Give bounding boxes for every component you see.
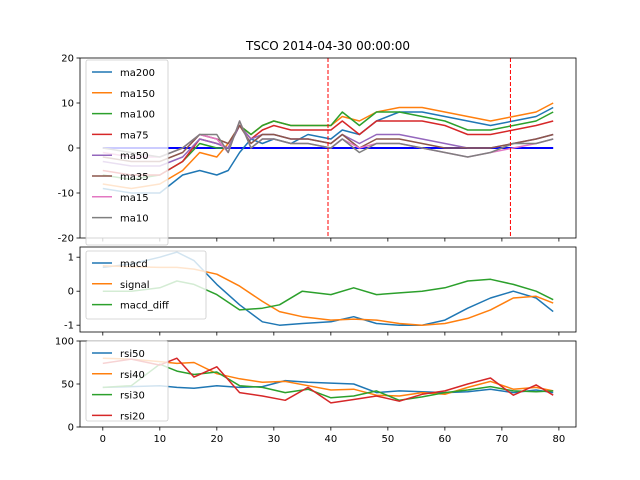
legend-label-rsi40: rsi40 bbox=[120, 370, 145, 381]
x-tick-label: 70 bbox=[496, 434, 509, 445]
series-line-ma100 bbox=[102, 111, 554, 181]
series-line-ma10 bbox=[102, 120, 554, 158]
legend: ma200 ma150 ma100 ma75 ma50 ma35 ma15 ma10 bbox=[85, 59, 169, 246]
x-tick-label: 80 bbox=[553, 434, 566, 445]
x-tick-label: 40 bbox=[324, 434, 337, 445]
y-tick-label: 50 bbox=[61, 380, 74, 391]
legend: rsi50 rsi40 rsi30 rsi20 bbox=[85, 340, 169, 422]
legend-label-ma75: ma75 bbox=[120, 130, 149, 141]
plot-area bbox=[102, 357, 554, 404]
legend-label-macd_diff: macd_diff bbox=[120, 301, 170, 312]
legend-label-rsi30: rsi30 bbox=[120, 391, 145, 402]
plot-area bbox=[102, 102, 554, 194]
x-tick-label: 20 bbox=[210, 434, 223, 445]
legend-label-ma35: ma35 bbox=[120, 172, 149, 183]
y-tick-label: -20 bbox=[58, 234, 74, 245]
y-tick-label: 10 bbox=[61, 99, 74, 110]
y-tick-label: 0 bbox=[68, 144, 74, 155]
legend-label-ma10: ma10 bbox=[120, 214, 149, 225]
x-tick-label: 50 bbox=[381, 434, 394, 445]
legend-label-ma200: ma200 bbox=[120, 68, 155, 79]
series-line-rsi20 bbox=[102, 357, 554, 404]
panels: -20-1001020ma200ma150ma100ma75ma50ma35ma… bbox=[55, 54, 577, 445]
x-tick-label: 30 bbox=[267, 434, 280, 445]
legend-box bbox=[85, 250, 207, 320]
y-tick-label: -1 bbox=[64, 321, 74, 332]
legend-label-rsi50: rsi50 bbox=[120, 349, 145, 360]
y-tick-label: 1 bbox=[68, 253, 74, 264]
y-tick-label: 0 bbox=[68, 287, 74, 298]
series-line-rsi40 bbox=[102, 357, 554, 397]
axes-frame bbox=[79, 246, 577, 333]
series-line-ma200 bbox=[102, 106, 554, 194]
legend-label-ma15: ma15 bbox=[120, 193, 149, 204]
legend-box bbox=[85, 59, 169, 246]
y-tick-label: 100 bbox=[55, 337, 74, 348]
x-tick-label: 10 bbox=[153, 434, 166, 445]
series-line-rsi30 bbox=[102, 363, 554, 402]
y-tick-label: 20 bbox=[61, 54, 74, 65]
x-tick-label: 60 bbox=[439, 434, 452, 445]
x-tick-label: 0 bbox=[100, 434, 106, 445]
y-tick-label: -10 bbox=[58, 189, 74, 200]
legend-label-ma50: ma50 bbox=[120, 151, 149, 162]
legend-label-macd: macd bbox=[120, 259, 148, 270]
panel-macd: -1 0 1 macd signal macd_diff bbox=[64, 246, 577, 336]
legend-label-rsi20: rsi20 bbox=[120, 411, 145, 422]
legend-box bbox=[85, 340, 169, 422]
legend-label-ma150: ma150 bbox=[120, 89, 155, 100]
legend-label-signal: signal bbox=[120, 280, 150, 291]
panel-ma: -20-1001020ma200ma150ma100ma75ma50ma35ma… bbox=[58, 54, 577, 246]
y-tick-label: 0 bbox=[68, 423, 74, 434]
legend: macd signal macd_diff bbox=[85, 250, 207, 320]
legend-label-ma100: ma100 bbox=[120, 110, 155, 121]
series-line-rsi50 bbox=[102, 379, 554, 394]
chart-title: TSCO 2014-04-30 00:00:00 bbox=[245, 39, 410, 53]
